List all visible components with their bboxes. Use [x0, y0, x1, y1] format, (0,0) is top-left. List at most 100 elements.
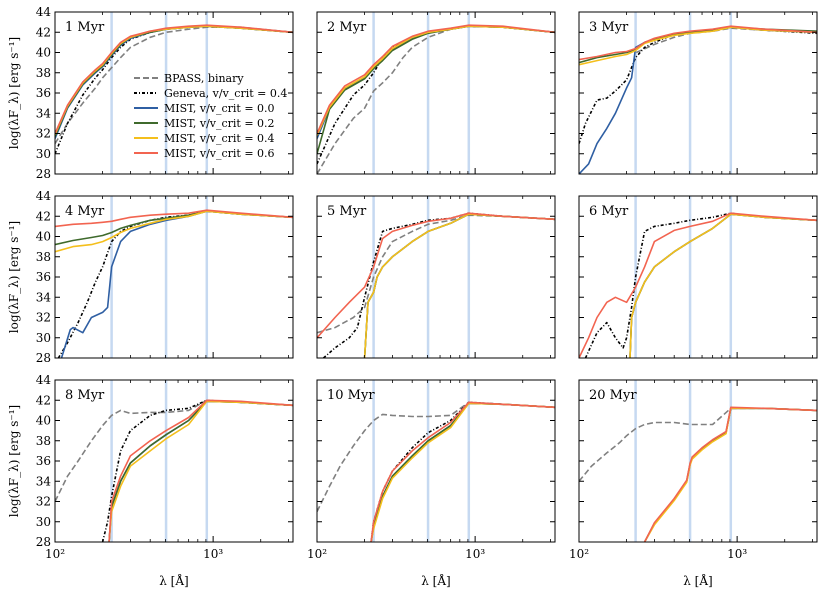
panel-frame [54, 379, 294, 543]
plot-area [55, 12, 293, 174]
series-bpass-binary [579, 407, 817, 482]
panel-label: 5 Myr [327, 204, 367, 219]
series-geneva-v-v-crit-0-4 [317, 25, 555, 165]
y-tick-label: 40 [36, 230, 51, 244]
x-axis-title: λ [Å] [159, 573, 188, 588]
panel-frame [54, 195, 294, 359]
y-tick-label: 38 [36, 434, 51, 448]
panel-frame [578, 195, 818, 359]
y-tick-label: 36 [36, 454, 51, 468]
panel-frame [316, 379, 556, 543]
plot-area [55, 380, 293, 542]
series-mist-v-v-crit-0-4 [317, 25, 555, 136]
series-mist-v-v-crit-0-0 [317, 25, 555, 139]
series-mist-v-v-crit-0-6 [643, 406, 817, 542]
series-geneva-v-v-crit-0-4 [584, 212, 817, 358]
x-tick-label: 10² [307, 547, 327, 561]
legend-label-mist-v-v-crit-0-0: MIST, v/v_crit = 0.0 [164, 102, 275, 115]
y-tick-label: 28 [36, 351, 51, 365]
panel-6-myr: 6 Myr [578, 195, 818, 359]
series-mist-v-v-crit-0-2 [317, 25, 555, 155]
series-mist-v-v-crit-0-2 [629, 213, 817, 358]
series-mist-v-v-crit-0-6 [108, 399, 293, 542]
y-tick-label: 42 [36, 209, 51, 223]
x-axis-title: λ [Å] [421, 573, 450, 588]
legend-label-bpass-binary: BPASS, binary [164, 72, 244, 85]
panel-20-myr: 10² 10³ 20 Myr λ [Å] [569, 379, 818, 588]
series-bpass-binary [317, 25, 555, 174]
panel-label: 4 Myr [65, 204, 105, 219]
y-tick-label: 36 [36, 270, 51, 284]
y-tick-label: 28 [36, 535, 51, 549]
y-tick-label: 28 [36, 167, 51, 181]
legend: BPASS, binary Geneva, v/v_crit = 0.4 MIST,… [134, 72, 287, 160]
series-mist-v-v-crit-0-6 [317, 212, 555, 339]
x-tick-label: 10³ [727, 547, 747, 561]
y-tick-label: 44 [36, 189, 52, 203]
series-mist-v-v-crit-0-4 [643, 407, 817, 542]
y-tick-label: 30 [36, 515, 51, 529]
series-mist-v-v-crit-0-6 [579, 25, 817, 61]
panel-frame [578, 11, 818, 175]
series-geneva-v-v-crit-0-4 [57, 210, 293, 358]
series-mist-v-v-crit-0-0 [108, 400, 293, 542]
y-tick-label: 38 [36, 66, 51, 80]
series-mist-v-v-crit-0-6 [55, 209, 293, 228]
panel-3-myr: 3 Myr [578, 11, 818, 175]
panel-label: 20 Myr [589, 388, 637, 403]
panel-2-myr: 2 Myr [316, 11, 556, 175]
panel-4-myr: 28 30 32 34 36 38 40 42 44 4 Myr log(λF_λ) [erg s⁻… [7, 189, 294, 365]
y-tick-label: 42 [36, 25, 51, 39]
panel-label: 6 Myr [589, 204, 629, 219]
y-axis-title: log(λF_λ) [erg s⁻¹] [7, 221, 21, 333]
panel-grid: 28 30 32 34 36 38 40 42 44 1 Myr log(λF_λ) [erg s⁻… [7, 5, 818, 588]
panel-label: 3 Myr [589, 20, 629, 35]
x-tick-label: 10³ [465, 547, 485, 561]
plot-area [317, 196, 555, 358]
y-tick-label: 38 [36, 250, 51, 264]
y-axis-title: log(λF_λ) [erg s⁻¹] [7, 405, 21, 517]
series-mist-v-v-crit-0-2 [363, 213, 555, 358]
plot-area [55, 196, 293, 358]
series-mist-v-v-crit-0-0 [579, 26, 817, 174]
series-mist-v-v-crit-0-4 [370, 402, 555, 542]
plot-area [579, 380, 817, 542]
panel-frame [316, 11, 556, 175]
legend-label-mist-v-v-crit-0-6: MIST, v/v_crit = 0.6 [164, 147, 275, 160]
series-mist-v-v-crit-0-4 [579, 26, 817, 66]
series-mist-v-v-crit-0-2 [108, 400, 293, 542]
series-geneva-v-v-crit-0-4 [322, 212, 555, 358]
series-bpass-binary [55, 26, 293, 145]
y-tick-label: 40 [36, 46, 51, 60]
y-tick-label: 42 [36, 393, 51, 407]
y-tick-label: 44 [36, 373, 52, 387]
series-mist-v-v-crit-0-4 [108, 400, 293, 542]
series-mist-v-v-crit-0-4 [629, 213, 817, 358]
series-mist-v-v-crit-0-0 [60, 210, 293, 358]
panel-label: 2 Myr [327, 20, 367, 35]
series-mist-v-v-crit-0-6 [55, 24, 293, 134]
y-tick-label: 30 [36, 147, 51, 161]
y-tick-label: 40 [36, 414, 51, 428]
series-geneva-v-v-crit-0-4 [101, 399, 293, 542]
series-bpass-binary [317, 214, 555, 334]
y-tick-label: 30 [36, 331, 51, 345]
series-bpass-binary [55, 399, 293, 502]
series-mist-v-v-crit-0-6 [370, 401, 555, 542]
x-tick-label: 10² [569, 547, 589, 561]
series-mist-v-v-crit-0-0 [629, 213, 817, 358]
series-mist-v-v-crit-0-6 [317, 24, 555, 134]
series-geneva-v-v-crit-0-4 [579, 26, 817, 144]
plot-area [579, 196, 817, 358]
x-axis-title: λ [Å] [683, 573, 712, 588]
y-tick-label: 34 [36, 474, 52, 488]
panel-frame [578, 379, 818, 543]
y-tick-label: 34 [36, 290, 52, 304]
plot-area [579, 12, 817, 174]
panel-label: 8 Myr [65, 388, 105, 403]
y-tick-label: 32 [36, 127, 51, 141]
legend-label-mist-v-v-crit-0-2: MIST, v/v_crit = 0.2 [164, 117, 275, 130]
y-tick-label: 34 [36, 106, 52, 120]
legend-label-mist-v-v-crit-0-4: MIST, v/v_crit = 0.4 [164, 132, 275, 145]
x-tick-label: 10³ [203, 547, 223, 561]
